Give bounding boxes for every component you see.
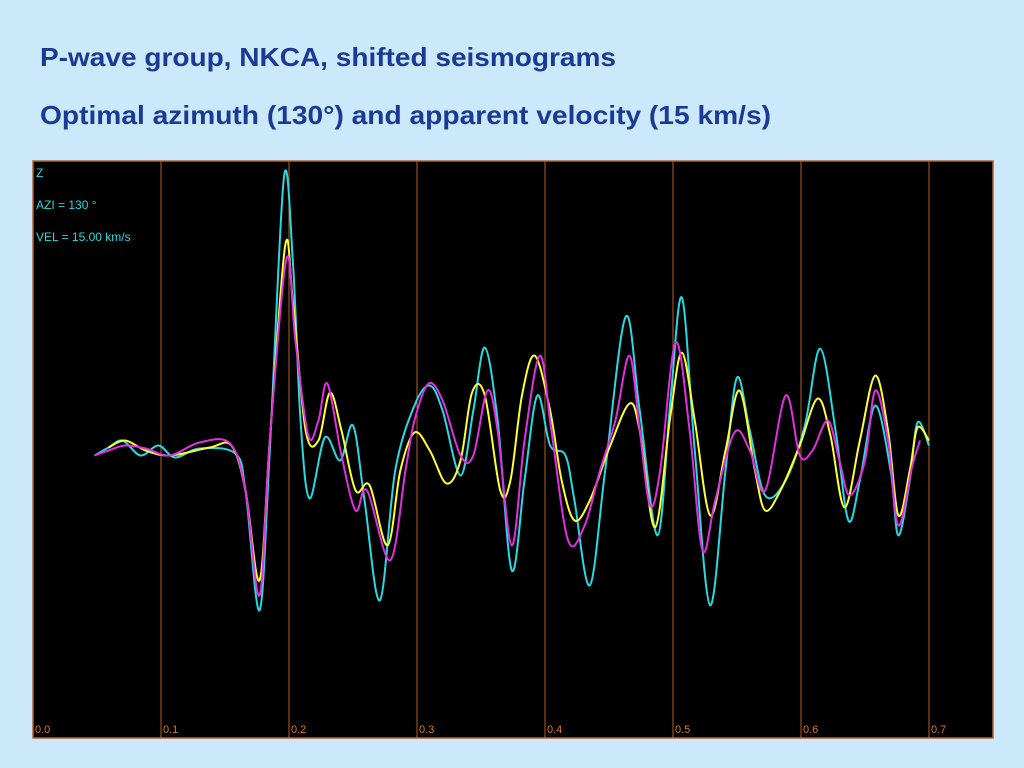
annotation: AZI = 130 ° xyxy=(36,198,97,212)
x-tick-label: 0.1 xyxy=(163,724,178,736)
x-tick-label: 0.6 xyxy=(803,724,818,736)
trace xyxy=(94,255,921,597)
x-tick-label: 0.7 xyxy=(931,724,946,736)
x-tick-label: 0.4 xyxy=(547,724,562,736)
traces xyxy=(93,169,930,612)
trace xyxy=(108,238,930,582)
x-tick-label: 0.5 xyxy=(675,724,690,736)
x-tick-label: 0.2 xyxy=(291,724,306,736)
annotation: Z xyxy=(36,166,43,180)
plot-area xyxy=(32,160,994,739)
x-tick-label: 0.3 xyxy=(419,724,434,736)
title: P-wave group, NKCA, shifted seismograms xyxy=(40,42,616,72)
annotation: VEL = 15.00 km/s xyxy=(36,230,131,244)
x-tick-label: 0.0 xyxy=(35,724,50,736)
labels: 0.0 0.1 0.2 0.3 0.4 0.5 0.6 0.7 Z AZI = 130 ° VEL … xyxy=(35,166,946,736)
subtitle: Optimal azimuth (130°) and apparent velo… xyxy=(40,100,771,130)
